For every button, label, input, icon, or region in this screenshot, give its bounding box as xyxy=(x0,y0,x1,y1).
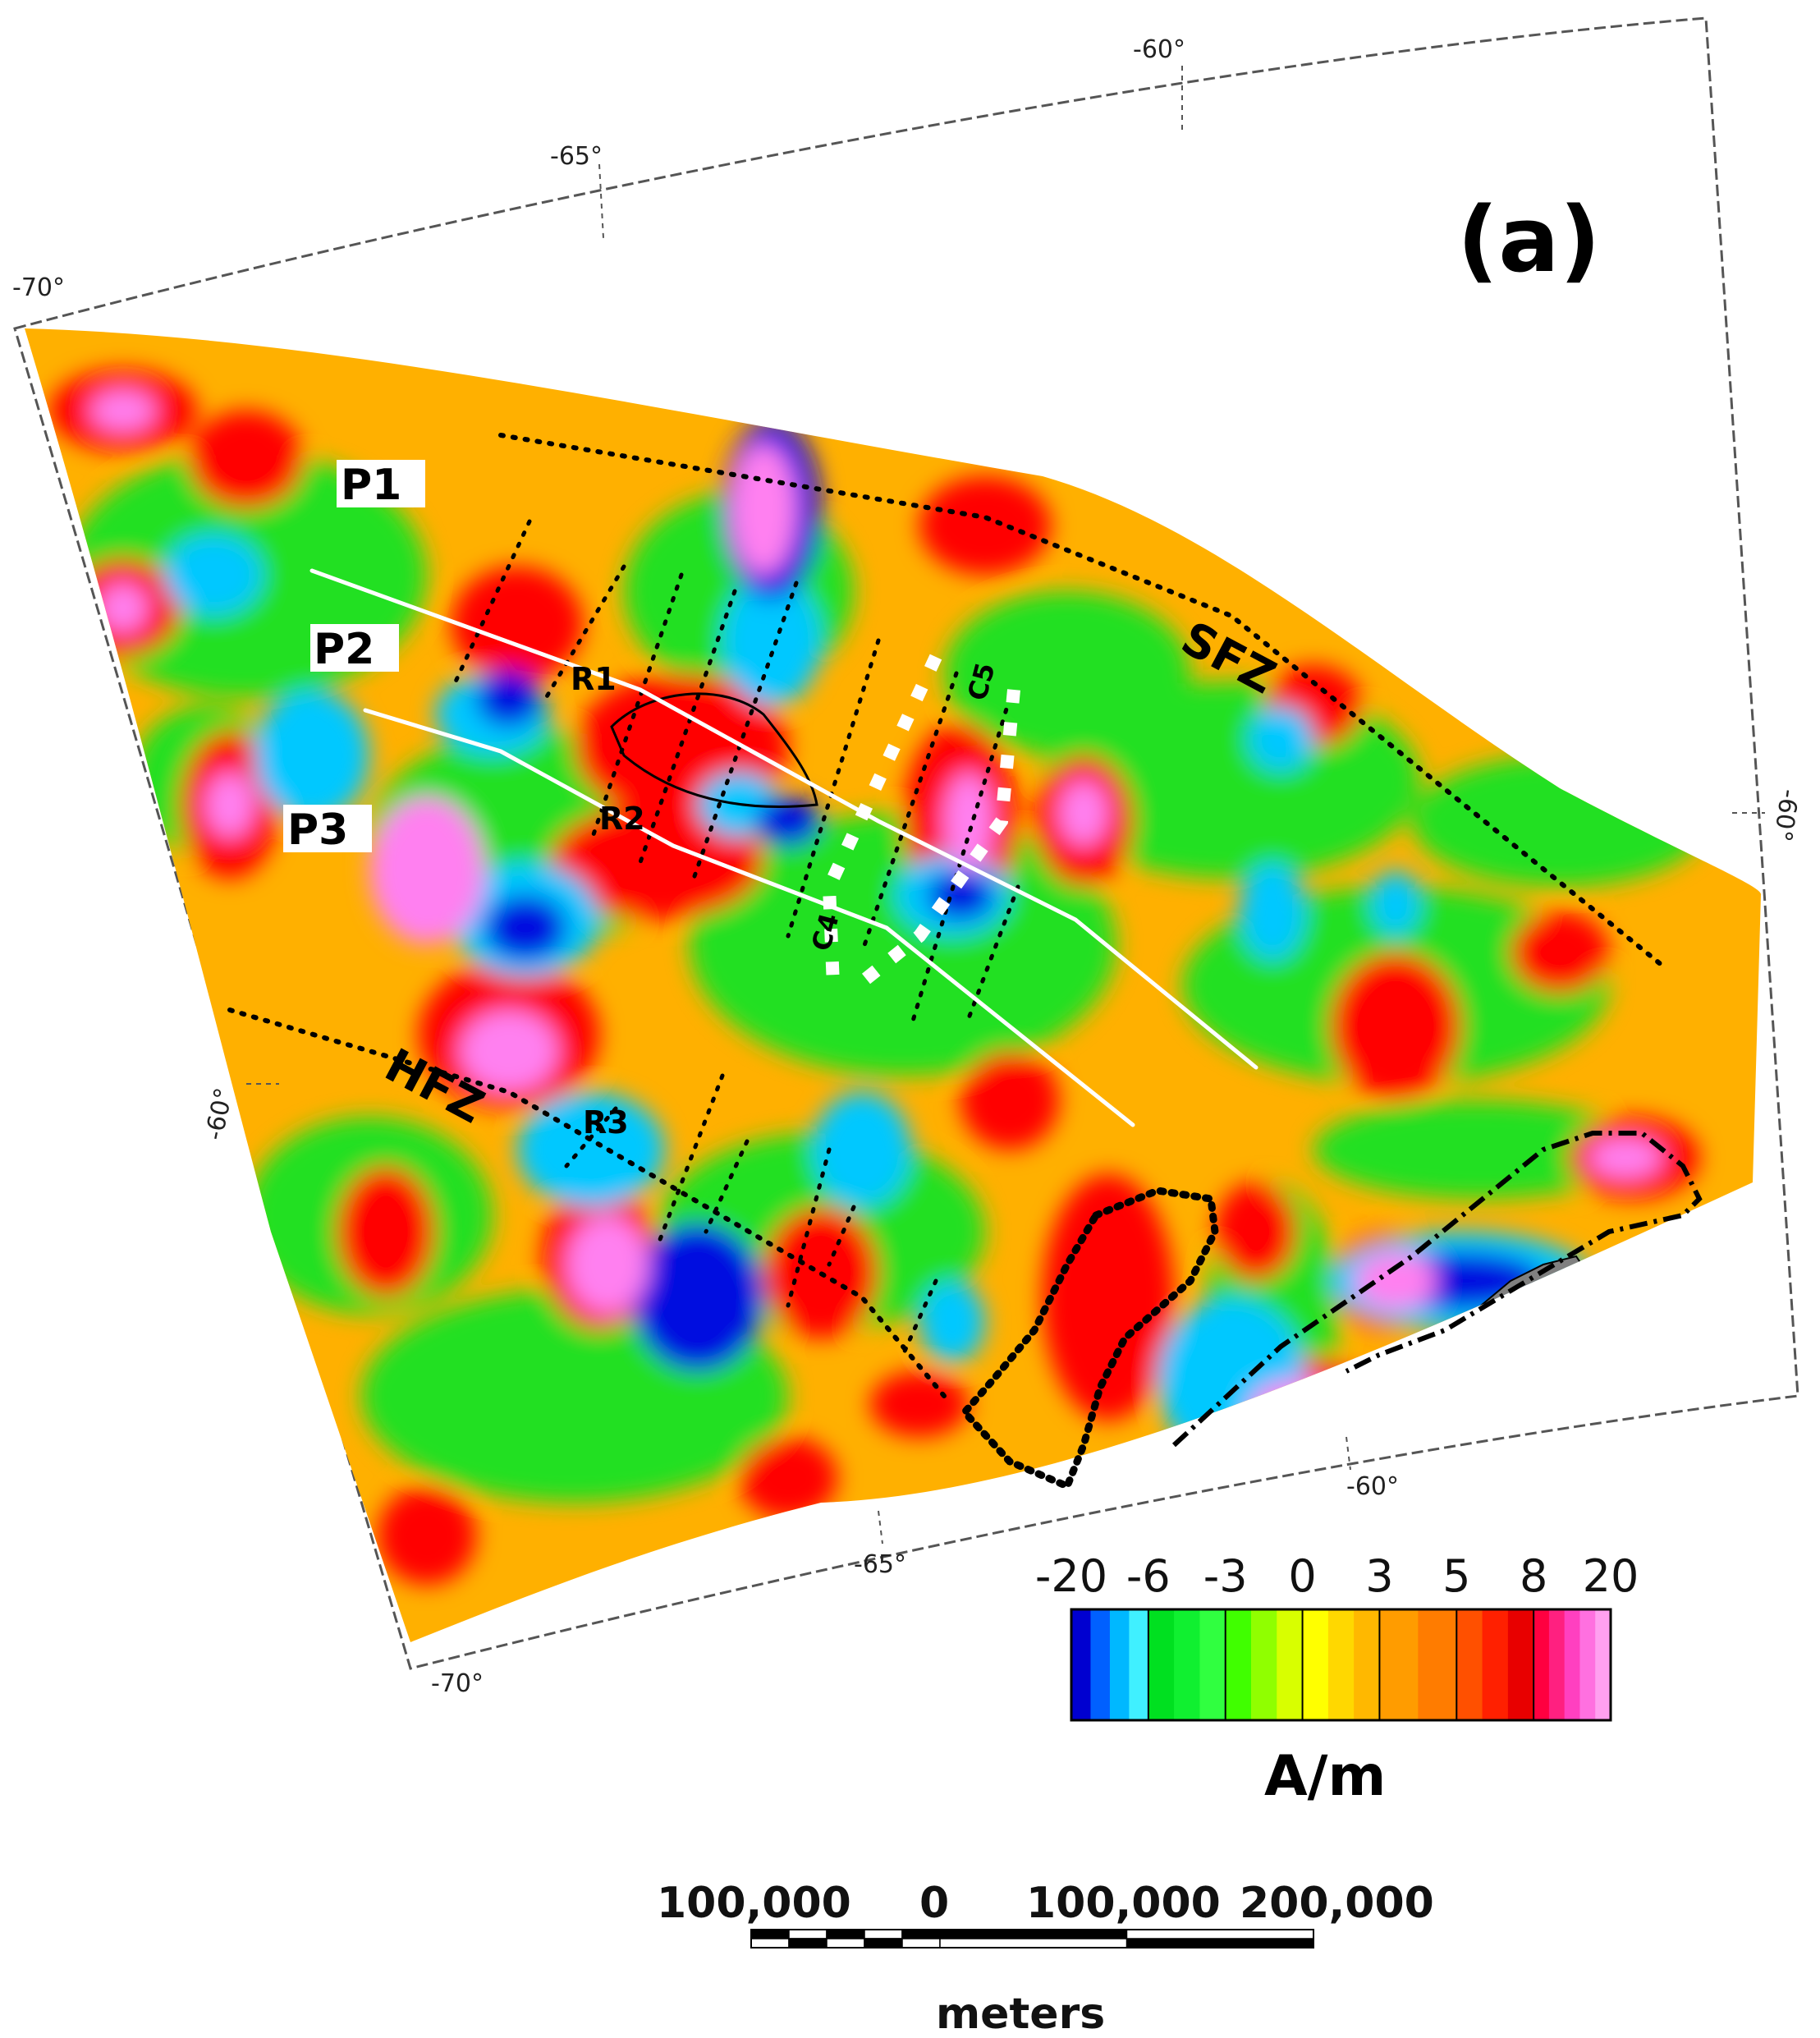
anomaly-field xyxy=(25,328,1762,1642)
scale-segment xyxy=(750,1929,790,1939)
colorbar-swatch xyxy=(1482,1609,1509,1720)
graticule xyxy=(246,66,1765,1545)
right-lat-label: -60° xyxy=(1767,787,1804,843)
ridge-segments xyxy=(453,519,1020,1357)
colorbar-swatch xyxy=(1418,1609,1457,1720)
profile-label-p3-text: P3 xyxy=(287,806,348,855)
colorbar-tick-label: -20 xyxy=(1035,1550,1107,1602)
colorbar-tick-label: 8 xyxy=(1520,1550,1547,1602)
scale-label-100000-right: 100,000 xyxy=(1026,1879,1221,1928)
scale-segment xyxy=(826,1938,865,1948)
colorbar-tick-label: -6 xyxy=(1126,1550,1171,1602)
colorbar-swatch xyxy=(1579,1609,1596,1720)
profile-label-p2: P2 xyxy=(310,624,399,674)
scale-segment xyxy=(826,1929,865,1939)
colorbar-swatch xyxy=(1302,1609,1329,1720)
scale-label-100000-left: 100,000 xyxy=(657,1879,851,1928)
scale-segment xyxy=(864,1929,903,1939)
profile-p3-line xyxy=(363,708,1135,1127)
scale-segment xyxy=(940,1930,1127,1939)
scale-unit: meters xyxy=(936,1990,1105,2038)
profile-label-p1-text: P1 xyxy=(341,461,401,510)
profile-label-p2-text: P2 xyxy=(314,625,374,674)
colorbar-swatch xyxy=(1456,1609,1483,1720)
region-label-r2: R2 xyxy=(599,801,645,837)
colorbar-swatch xyxy=(1507,1609,1534,1720)
colorbar-swatch xyxy=(1327,1609,1355,1720)
chron-markers xyxy=(822,654,1020,991)
panel-label: (a) xyxy=(1457,187,1601,292)
top-lon-label-70: -70° xyxy=(12,273,65,302)
colorbar-tick-label: -3 xyxy=(1203,1550,1248,1602)
scale-bar: 100,000 0 100,000 200,000 meters xyxy=(657,1879,1434,2038)
scale-segment xyxy=(788,1929,827,1939)
bottom-lon-label-70: -70° xyxy=(431,1669,484,1698)
profile-p2-line xyxy=(309,568,1258,1070)
colorbar-swatch xyxy=(1251,1609,1277,1720)
dash-dot-boundary xyxy=(1171,1131,1703,1448)
colorbar-swatch xyxy=(1379,1609,1419,1720)
bottom-lon-label-65: -65° xyxy=(854,1550,906,1579)
colorbar-tick-label: 0 xyxy=(1288,1550,1316,1602)
scale-segment xyxy=(901,1929,941,1939)
scale-segment xyxy=(901,1938,941,1948)
scale-label-200000: 200,000 xyxy=(1240,1879,1434,1928)
colorbar-tick-label: 3 xyxy=(1365,1550,1393,1602)
left-lat-label: -60° xyxy=(200,1086,240,1143)
colorbar-unit: A/m xyxy=(1264,1744,1386,1809)
colorbar-swatch xyxy=(1548,1609,1566,1720)
colorbar-swatch xyxy=(1595,1609,1611,1720)
region-label-r3: R3 xyxy=(583,1104,629,1141)
hfz-line xyxy=(227,1008,947,1398)
colorbar-swatch xyxy=(1148,1609,1175,1720)
dotted-boundary xyxy=(959,1187,1219,1491)
scale-segment xyxy=(939,1938,1128,1948)
scale-label-0: 0 xyxy=(919,1879,949,1928)
colorbar xyxy=(1070,1608,1612,1722)
scale-segment xyxy=(750,1938,790,1948)
colorbar-swatch xyxy=(1199,1609,1226,1720)
fault-zone-lines xyxy=(227,433,1669,1398)
colorbar-tick-label: 5 xyxy=(1442,1550,1470,1602)
profile-label-p1: P1 xyxy=(337,460,425,510)
scale-segment xyxy=(1126,1939,1313,1948)
colorbar-swatch xyxy=(1225,1609,1252,1720)
scale-segment xyxy=(788,1938,827,1948)
colorbar-swatch xyxy=(1354,1609,1381,1720)
top-lon-label-60: -60° xyxy=(1133,35,1185,64)
scale-segment xyxy=(864,1938,903,1948)
colorbar-swatch xyxy=(1090,1609,1111,1720)
colorbar-ticks: -20 -6 -3 0 3 5 8 20 xyxy=(1035,1550,1639,1602)
colorbar-frame xyxy=(1070,1608,1612,1722)
sfz-line xyxy=(498,433,1669,971)
region-label-r1: R1 xyxy=(571,661,617,697)
colorbar-swatch xyxy=(1071,1609,1092,1720)
bottom-lon-label-60: -60° xyxy=(1346,1472,1399,1501)
colorbar-swatch xyxy=(1533,1609,1550,1720)
scale-segment xyxy=(1125,1929,1314,1939)
colorbar-swatch xyxy=(1174,1609,1201,1720)
top-lon-label-65: -65° xyxy=(550,142,603,171)
colorbar-tick-label: 20 xyxy=(1583,1550,1639,1602)
profile-lines xyxy=(309,568,1258,1127)
colorbar-swatch xyxy=(1109,1609,1130,1720)
scale-bar-outline xyxy=(750,1929,1314,1948)
profile-label-p3: P3 xyxy=(283,805,372,855)
r1-outline xyxy=(610,692,818,808)
colorbar-swatch xyxy=(1564,1609,1581,1720)
c5-marker xyxy=(854,689,1020,991)
map-frame xyxy=(13,16,1799,1670)
scale-bar-segments xyxy=(750,1929,1314,1948)
colorbar-swatch xyxy=(1277,1609,1304,1720)
colorbar-swatch xyxy=(1129,1609,1149,1720)
